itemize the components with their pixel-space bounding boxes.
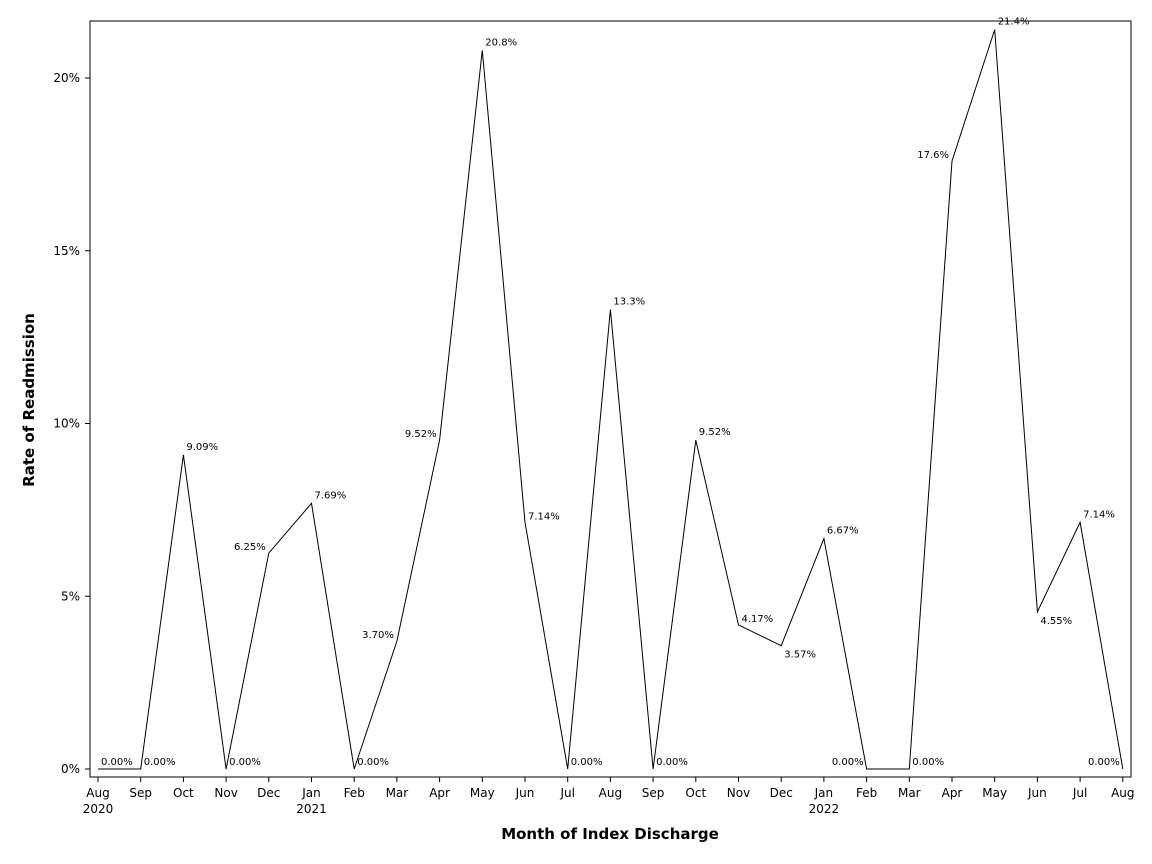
x-tick-label: Apr (942, 786, 963, 800)
x-tick-label: Jun (1027, 786, 1047, 800)
y-tick-label: 15% (53, 244, 80, 258)
x-tick-label: Jan (301, 786, 321, 800)
data-label: 0.00% (1088, 757, 1120, 768)
data-label: 6.25% (234, 542, 266, 553)
x-tick-label: Aug (1111, 786, 1134, 800)
data-label: 13.3% (613, 296, 645, 307)
x-tick-label: Feb (856, 786, 877, 800)
data-label: 0.00% (656, 757, 688, 768)
x-tick-label: Oct (173, 786, 194, 800)
x-tick-label: Jun (515, 786, 535, 800)
data-label: 3.57% (784, 650, 816, 661)
y-tick-label: 10% (53, 417, 80, 431)
data-label: 0.00% (144, 757, 176, 768)
data-label: 3.70% (362, 630, 394, 641)
x-tick-label: Nov (214, 786, 237, 800)
data-label: 7.69% (315, 490, 347, 501)
x-tick-label: Sep (642, 786, 665, 800)
x-axis-title: Month of Index Discharge (501, 825, 719, 843)
y-axis-title: Rate of Readmission (20, 313, 38, 487)
x-tick-label: Apr (429, 786, 450, 800)
x-tick-label: Mar (898, 786, 921, 800)
data-label: 0.00% (357, 757, 389, 768)
y-tick-label: 5% (61, 589, 80, 603)
data-label: 9.09% (186, 442, 218, 453)
data-label: 7.14% (528, 511, 560, 522)
y-tick-label: 0% (61, 762, 80, 776)
data-label: 20.8% (485, 37, 517, 48)
y-tick-label: 20% (53, 71, 80, 85)
x-tick-label: Dec (770, 786, 793, 800)
plot-frame (89, 20, 1132, 778)
series-line (98, 29, 1124, 770)
x-tick-label: Nov (727, 786, 750, 800)
data-label: 0.00% (912, 757, 944, 768)
x-year-label: 2020 (83, 802, 114, 816)
data-labels: 0.00% 0.00% 9.09% 0.00% 6.25% 7.69% 0.00% 3.70%… (101, 17, 1120, 768)
data-label: 21.4% (998, 17, 1030, 28)
data-label: 0.00% (832, 757, 864, 768)
data-label: 0.00% (101, 757, 133, 768)
data-label: 0.00% (571, 757, 603, 768)
data-label: 9.52% (699, 427, 731, 438)
data-label: 0.00% (229, 757, 261, 768)
x-tick-label: Jul (559, 786, 574, 800)
x-tick-label: Dec (257, 786, 280, 800)
x-tick-label: Mar (386, 786, 409, 800)
x-tick-label: Feb (344, 786, 365, 800)
x-tick-label: Aug (599, 786, 622, 800)
x-tick-label: Oct (685, 786, 706, 800)
data-label: 17.6% (917, 150, 949, 161)
y-axis: 0% 5% 10% 15% 20% (53, 71, 90, 776)
x-tick-label: Sep (129, 786, 152, 800)
x-year-label: 2022 (809, 802, 840, 816)
x-axis: Aug Sep Oct Nov Dec Jan Feb Mar Apr May Jun Jul Aug S… (83, 777, 1135, 816)
data-label: 4.55% (1040, 616, 1072, 627)
data-label: 4.17% (742, 614, 774, 625)
data-label: 7.14% (1083, 509, 1115, 520)
x-year-label: 2021 (296, 802, 327, 816)
x-tick-label: May (470, 786, 495, 800)
x-tick-label: Jan (814, 786, 834, 800)
x-tick-label: Aug (86, 786, 109, 800)
data-label: 9.52% (405, 429, 437, 440)
x-tick-label: Jul (1072, 786, 1087, 800)
x-tick-label: May (982, 786, 1007, 800)
data-label: 6.67% (827, 526, 859, 537)
